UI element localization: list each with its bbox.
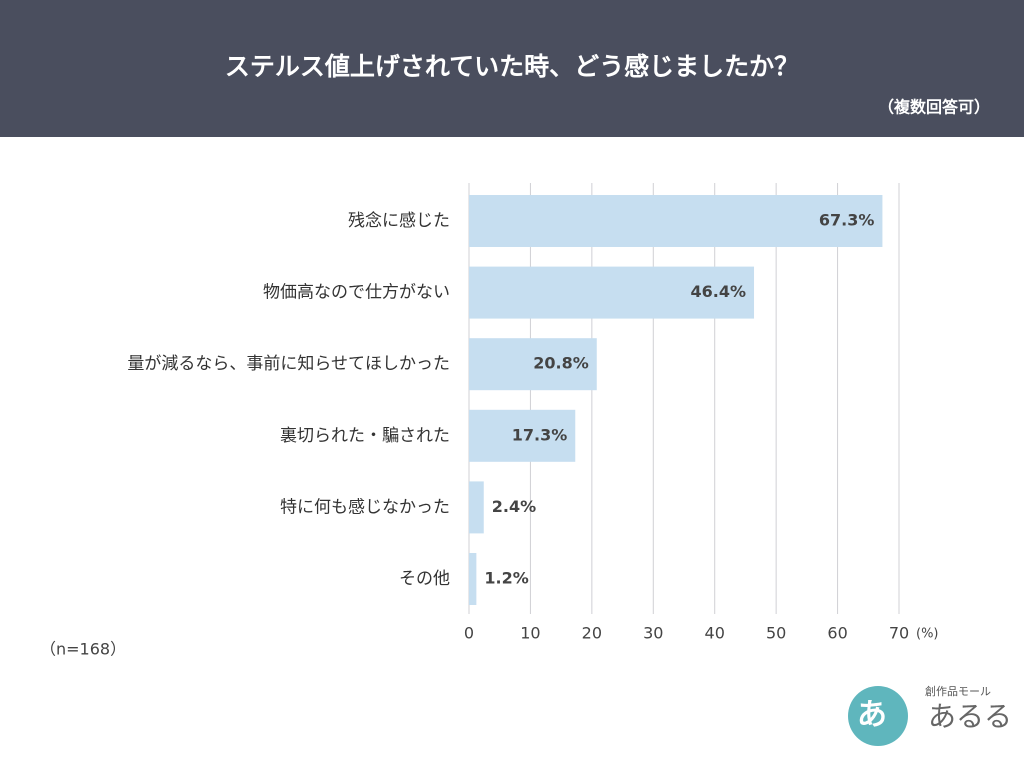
x-tick-label: 0 bbox=[464, 624, 474, 643]
header-band bbox=[0, 0, 1024, 137]
bar bbox=[469, 481, 484, 534]
logo-mark: あ bbox=[857, 698, 887, 733]
bar bbox=[469, 195, 883, 247]
logo-name: あるる bbox=[928, 700, 1012, 733]
bar bbox=[469, 553, 477, 605]
category-label: 物価高なので仕方がない bbox=[263, 283, 450, 303]
category-label: 特に何も感じなかった bbox=[280, 497, 450, 517]
logo: あ 創作品モール あるる bbox=[848, 684, 1012, 746]
x-tick-label: 10 bbox=[520, 624, 540, 643]
x-tick-label: 20 bbox=[582, 624, 602, 643]
logo-tagline: 創作品モール bbox=[925, 684, 991, 698]
value-label: 1.2% bbox=[484, 569, 528, 588]
chart-title: ステルス値上げされていた時、どう感じましたか？ bbox=[225, 52, 799, 81]
x-tick-label: 50 bbox=[766, 624, 786, 643]
x-tick-label: 70 bbox=[889, 624, 909, 643]
x-tick-label: 40 bbox=[705, 624, 725, 643]
bar bbox=[469, 266, 755, 319]
sample-note: （n=168） bbox=[40, 640, 126, 659]
chart-subtitle: （複数回答可） bbox=[878, 98, 990, 117]
category-label: 裏切られた・騙された bbox=[280, 425, 450, 446]
x-tick-label: 30 bbox=[643, 624, 663, 643]
plot: 0 10 20 30 40 50 60 70 残念に感じた 67.3% 物価高なので仕方がない 46.… bbox=[127, 183, 909, 643]
value-label: 20.8% bbox=[533, 354, 589, 373]
category-label: その他 bbox=[399, 569, 450, 589]
x-tick-label: 60 bbox=[827, 624, 847, 643]
value-label: 46.4% bbox=[691, 282, 747, 301]
value-label: 2.4% bbox=[492, 497, 536, 516]
logo-circle bbox=[848, 686, 908, 746]
category-label: 残念に感じた bbox=[348, 210, 450, 231]
bar bbox=[469, 409, 576, 462]
x-axis-unit: (%) bbox=[916, 627, 939, 642]
value-label: 17.3% bbox=[512, 425, 568, 444]
value-label: 67.3% bbox=[819, 211, 875, 230]
category-label: 量が減るなら、事前に知らせてほしかった bbox=[127, 354, 450, 374]
bar bbox=[469, 338, 597, 391]
